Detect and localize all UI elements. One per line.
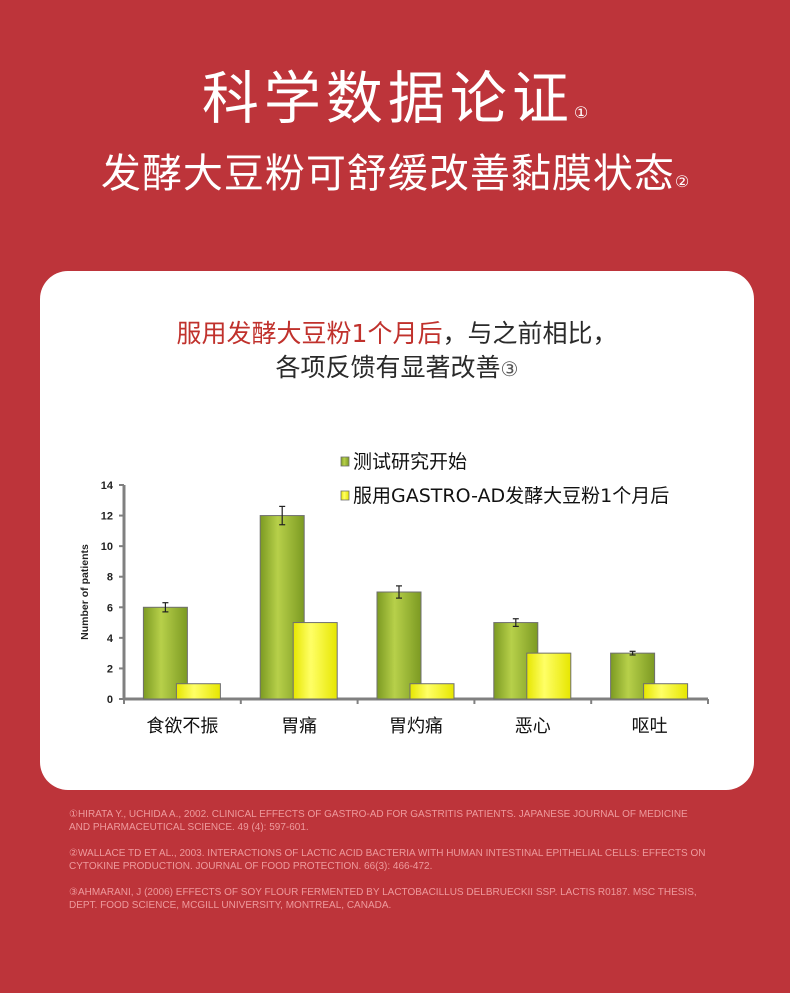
card-heading-highlight: 服用发酵大豆粉1个月后 [176, 319, 443, 348]
legend-label: 测试研究开始 [353, 451, 467, 473]
legend-swatch [340, 456, 350, 467]
y-tick-label: 6 [107, 602, 113, 614]
page-title: 科学数据论证① [0, 64, 790, 148]
y-axis-label: Number of patients [79, 544, 91, 640]
legend-label: 服用GASTRO-AD发酵大豆粉1个月后 [353, 485, 669, 507]
page-title-text: 科学数据论证 [201, 66, 574, 132]
legend-swatch [340, 490, 350, 501]
x-tick-label: 恶心 [515, 716, 551, 737]
bar [376, 591, 422, 700]
card-heading-line2: 各项反馈有显著改善③ [40, 351, 754, 386]
reference-1: ①HIRATA Y., UCHIDA A., 2002. CLINICAL EF… [69, 809, 688, 833]
y-tick-label: 8 [107, 572, 113, 584]
references: ①HIRATA Y., UCHIDA A., 2002. CLINICAL EF… [69, 808, 709, 925]
y-tick-label: 10 [101, 541, 113, 553]
x-tick-label: 胃灼痛 [389, 716, 443, 737]
page-title-mark: ① [573, 103, 589, 122]
x-tick-label: 呕吐 [632, 716, 668, 737]
y-tick-label: 12 [101, 511, 113, 523]
card-heading-line1: 服用发酵大豆粉1个月后，与之前相比， [40, 317, 754, 351]
card-heading-rest: ，与之前相比， [442, 319, 618, 348]
bar [175, 683, 221, 700]
reference-3: ③AHMARANI, J (2006) EFFECTS OF SOY FLOUR… [69, 887, 697, 911]
page-subtitle-text: 发酵大豆粉可舒缓改善黏膜状态 [100, 151, 675, 197]
page-subtitle-mark: ② [674, 172, 690, 191]
bar-chart: 0 2 4 6 8 10 12 14 Number of patients 食欲不振 胃痛 胃灼痛 恶心… [79, 451, 709, 737]
y-tick-label: 14 [101, 480, 114, 492]
y-tick-label: 2 [107, 663, 113, 675]
y-tick-label: 0 [107, 694, 113, 706]
y-tick-label: 4 [107, 633, 114, 645]
x-tick-label: 食欲不振 [146, 716, 218, 737]
card-heading-mark: ③ [500, 357, 519, 381]
bar [643, 683, 689, 700]
bar [292, 622, 338, 700]
reference-2: ②WALLACE TD ET AL., 2003. INTERACTIONS O… [69, 848, 706, 872]
page-subtitle: 发酵大豆粉可舒缓改善黏膜状态② [0, 146, 790, 210]
chart-card: 服用发酵大豆粉1个月后，与之前相比， 各项反馈有显著改善③ 0 2 4 6 8 10 12 1… [40, 271, 754, 790]
bar [409, 683, 455, 700]
card-heading-line2-text: 各项反馈有显著改善 [275, 353, 501, 382]
x-tick-label: 胃痛 [281, 716, 317, 737]
bar [526, 652, 572, 700]
